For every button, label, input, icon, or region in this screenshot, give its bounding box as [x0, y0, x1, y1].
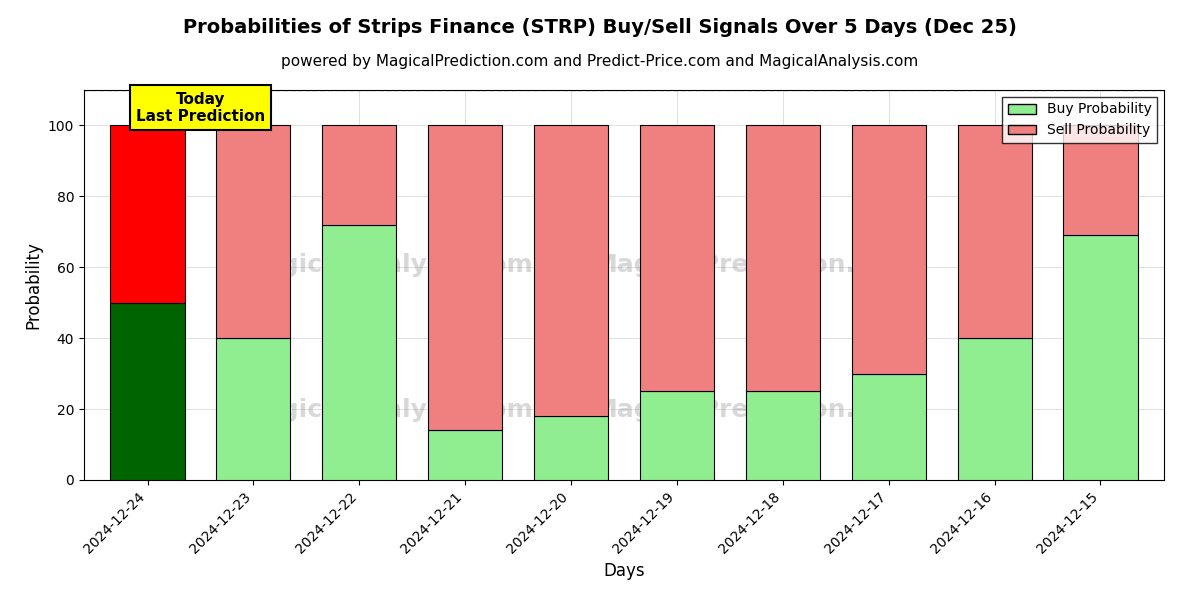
- Bar: [534, 416, 608, 480]
- Bar: [745, 391, 820, 480]
- Bar: [216, 125, 290, 338]
- Bar: [852, 125, 925, 374]
- Bar: [1063, 125, 1138, 235]
- Bar: [640, 391, 714, 480]
- Bar: [958, 125, 1032, 338]
- Bar: [534, 125, 608, 416]
- Text: Probabilities of Strips Finance (STRP) Buy/Sell Signals Over 5 Days (Dec 25): Probabilities of Strips Finance (STRP) B…: [184, 18, 1016, 37]
- Y-axis label: Probability: Probability: [24, 241, 42, 329]
- Bar: [852, 374, 925, 480]
- Text: Today
Last Prediction: Today Last Prediction: [136, 92, 265, 124]
- Bar: [110, 125, 185, 303]
- Bar: [640, 125, 714, 391]
- Bar: [958, 338, 1032, 480]
- Bar: [323, 225, 396, 480]
- Bar: [216, 338, 290, 480]
- Bar: [428, 430, 503, 480]
- Text: MagicalPrediction.com: MagicalPrediction.com: [593, 253, 914, 277]
- Text: MagicalAnalysis.com: MagicalAnalysis.com: [240, 398, 533, 422]
- Legend: Buy Probability, Sell Probability: Buy Probability, Sell Probability: [1002, 97, 1157, 143]
- Bar: [323, 125, 396, 225]
- X-axis label: Days: Days: [604, 562, 644, 580]
- Text: powered by MagicalPrediction.com and Predict-Price.com and MagicalAnalysis.com: powered by MagicalPrediction.com and Pre…: [281, 54, 919, 69]
- Text: MagicalAnalysis.com: MagicalAnalysis.com: [240, 253, 533, 277]
- Bar: [1063, 235, 1138, 480]
- Text: MagicalPrediction.com: MagicalPrediction.com: [593, 398, 914, 422]
- Bar: [110, 303, 185, 480]
- Bar: [428, 125, 503, 430]
- Bar: [745, 125, 820, 391]
